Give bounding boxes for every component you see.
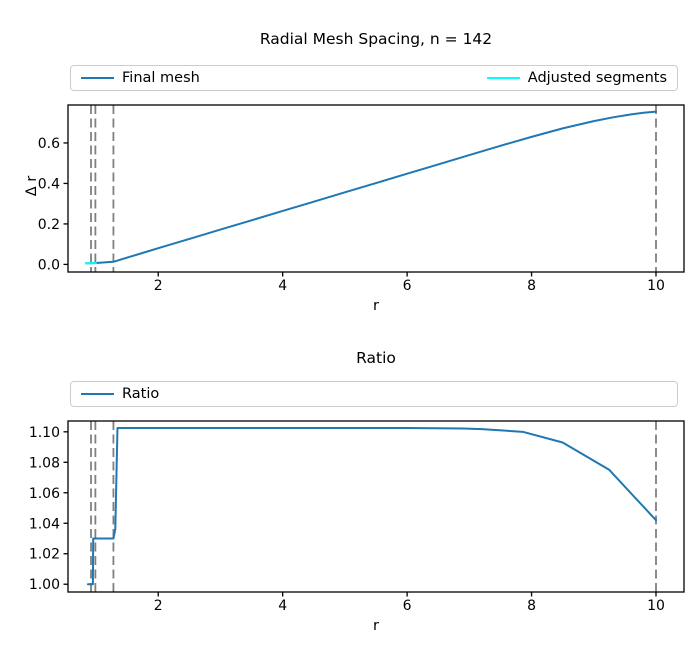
y-tick-label: 0.0 — [38, 257, 60, 273]
series-ratio-line — [86, 427, 657, 586]
x-tick-label: 10 — [647, 278, 665, 294]
x-tick-label: 6 — [403, 278, 412, 294]
y-tick-label: 0.6 — [38, 136, 60, 152]
axes-frame — [67, 104, 685, 273]
y-tick-label: 1.02 — [29, 547, 60, 563]
x-tick-label: 8 — [527, 278, 536, 294]
legend-ratio: Ratio — [70, 381, 678, 407]
axes-frame — [67, 420, 685, 593]
x-tick-label: 6 — [403, 598, 412, 614]
y-tick-label: 0.2 — [38, 217, 60, 233]
y-tick-label: 1.06 — [29, 486, 60, 502]
legend-entry-ratio: Ratio — [81, 386, 159, 402]
series-group — [86, 427, 657, 586]
series-group — [85, 110, 657, 265]
x-tick-label: 4 — [278, 598, 287, 614]
legend-label: Adjusted segments — [527, 70, 667, 86]
legend-line-sample — [81, 393, 114, 395]
x-axis-label-r-top: r — [373, 298, 379, 314]
legend-mesh-spacing: Final mesh Adjusted segments — [70, 65, 678, 91]
y-tick-label: 1.10 — [29, 425, 60, 441]
x-tick-label: 8 — [527, 598, 536, 614]
y-tick-label: 1.00 — [29, 577, 60, 593]
x-tick-label: 4 — [278, 278, 287, 294]
legend-label: Final mesh — [122, 70, 200, 86]
x-axis-label-r-bottom: r — [373, 618, 379, 634]
x-tick-label: 10 — [647, 598, 665, 614]
y-tick-label: 1.04 — [29, 516, 60, 532]
x-tick-label: 2 — [154, 598, 163, 614]
y-tick-label: 1.08 — [29, 455, 60, 471]
y-tick-label: 0.4 — [38, 176, 60, 192]
x-tick-label: 2 — [154, 278, 163, 294]
legend-line-sample — [486, 77, 520, 79]
legend-line-sample — [81, 77, 114, 79]
chart-title-mesh-spacing: Radial Mesh Spacing, n = 142 — [259, 30, 493, 48]
chart-title-ratio: Ratio — [356, 349, 396, 367]
series-final-mesh-line — [85, 110, 657, 265]
legend-entry-final-mesh: Final mesh — [81, 70, 200, 86]
legend-label: Ratio — [122, 386, 160, 402]
legend-entry-adjusted-segments: Adjusted segments — [486, 70, 667, 86]
